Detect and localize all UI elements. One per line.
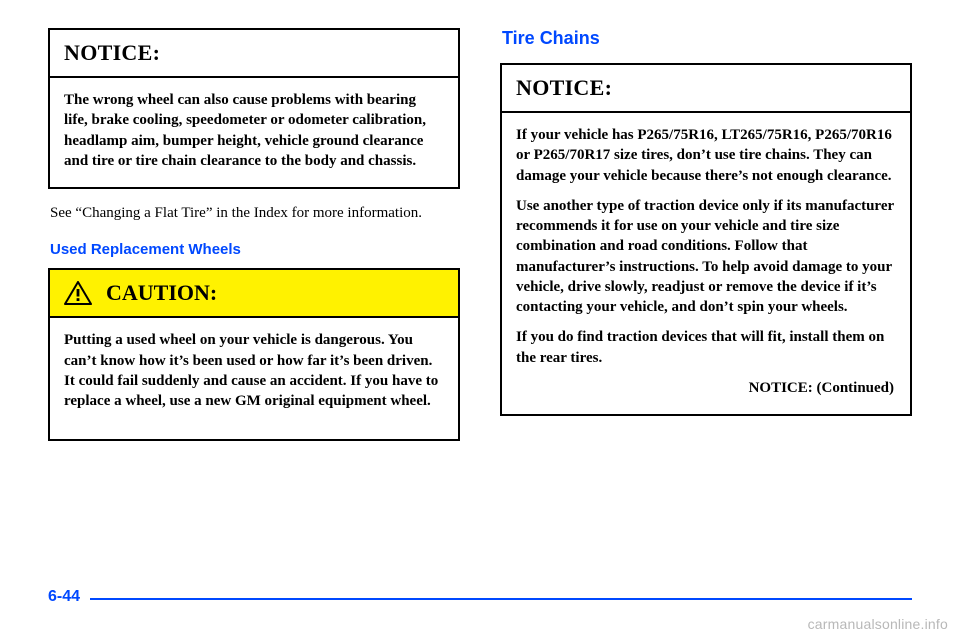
used-replacement-wheels-heading: Used Replacement Wheels <box>50 241 458 258</box>
watermark-text: carmanualsonline.info <box>808 616 948 632</box>
page-number: 6-44 <box>48 588 86 606</box>
notice-box-tire-chains: NOTICE: If your vehicle has P265/75R16, … <box>500 63 912 416</box>
left-column: NOTICE: The wrong wheel can also cause p… <box>48 28 460 441</box>
right-column: Tire Chains NOTICE: If your vehicle has … <box>500 28 912 441</box>
notice-paragraph-1: If your vehicle has P265/75R16, LT265/75… <box>516 125 894 186</box>
page-footer: 6-44 <box>0 598 960 600</box>
notice-title: NOTICE: <box>50 30 458 78</box>
notice-title-tire-chains: NOTICE: <box>502 65 910 113</box>
two-column-layout: NOTICE: The wrong wheel can also cause p… <box>48 28 912 441</box>
notice-body: The wrong wheel can also cause problems … <box>50 78 458 187</box>
caution-title: CAUTION: <box>106 280 217 306</box>
caution-header: CAUTION: <box>50 270 458 318</box>
tire-chains-heading: Tire Chains <box>502 28 910 49</box>
notice-box-wrong-wheel: NOTICE: The wrong wheel can also cause p… <box>48 28 460 189</box>
see-changing-flat-tire-text: See “Changing a Flat Tire” in the Index … <box>50 203 458 223</box>
manual-page: NOTICE: The wrong wheel can also cause p… <box>0 0 960 640</box>
notice-paragraph-3: If you do find traction devices that wil… <box>516 327 894 368</box>
notice-continued-label: NOTICE: (Continued) <box>516 378 894 398</box>
warning-triangle-icon <box>64 281 92 305</box>
caution-box-used-wheel: CAUTION: Putting a used wheel on your ve… <box>48 268 460 441</box>
notice-body-tire-chains: If your vehicle has P265/75R16, LT265/75… <box>502 113 910 414</box>
footer-rule <box>90 598 912 600</box>
caution-body: Putting a used wheel on your vehicle is … <box>50 318 458 439</box>
notice-paragraph-2: Use another type of traction device only… <box>516 196 894 318</box>
